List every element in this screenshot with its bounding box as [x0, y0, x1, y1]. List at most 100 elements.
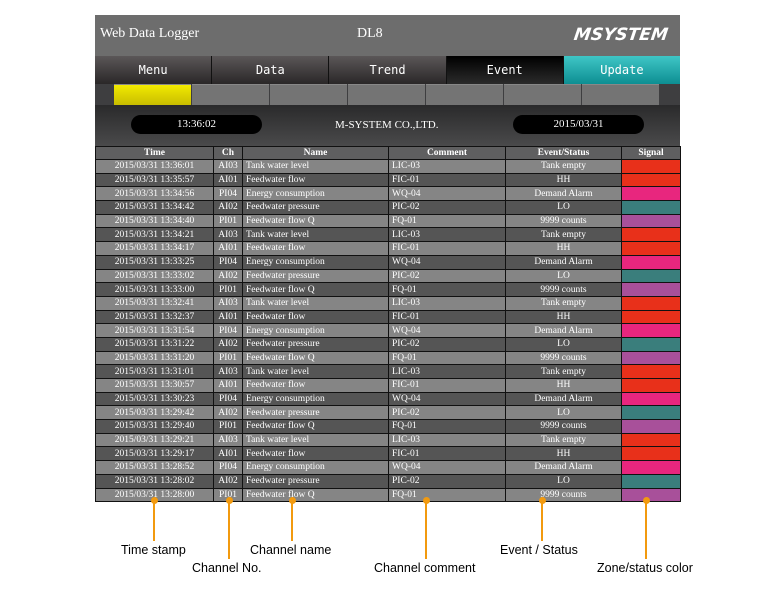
signal-color-cell — [621, 378, 681, 393]
time-cell: 2015/03/31 13:32:37 — [95, 309, 214, 325]
update-button[interactable]: Update — [563, 56, 681, 84]
table-row[interactable]: 2015/03/31 13:28:02 AI02 Feedwater pressur… — [95, 473, 681, 489]
table-row[interactable]: 2015/03/31 13:31:22 AI02 Feedwater pressur… — [95, 336, 681, 352]
time-cell: 2015/03/31 13:29:17 — [95, 446, 214, 462]
time-cell: 2015/03/31 13:32:41 — [95, 295, 214, 311]
time-cell: 2015/03/31 13:33:00 — [95, 282, 214, 297]
sub-tab-2[interactable] — [192, 84, 269, 105]
header-event-status[interactable]: Event/Status — [505, 146, 622, 160]
sub-tab-1[interactable] — [114, 84, 191, 105]
signal-color-cell — [621, 213, 681, 229]
header-time[interactable]: Time — [95, 146, 214, 160]
time-cell: 2015/03/31 13:31:54 — [95, 323, 214, 338]
header-signal[interactable]: Signal — [621, 146, 681, 160]
nav-menu-button[interactable]: Menu — [95, 56, 213, 84]
time-cell: 2015/03/31 13:33:25 — [95, 254, 214, 270]
table-row[interactable]: 2015/03/31 13:34:42 AI02 Feedwater pressur… — [95, 200, 681, 215]
table-row[interactable]: 2015/03/31 13:30:23 PI04 Energy consumptio… — [95, 391, 681, 407]
table-row[interactable]: 2015/03/31 13:35:57 AI01 Feedwater flow FIC… — [95, 172, 681, 188]
sub-tab-6[interactable] — [504, 84, 581, 105]
comment-cell: FQ-01 — [388, 487, 506, 503]
sub-tab-3[interactable] — [270, 84, 347, 105]
time-cell: 2015/03/31 13:34:40 — [95, 213, 214, 229]
comment-cell: FIC-01 — [388, 241, 506, 256]
nav-trend-button[interactable]: Trend — [329, 56, 447, 84]
table-row[interactable]: 2015/03/31 13:30:57 AI01 Feedwater flow FIC… — [95, 378, 681, 393]
sub-tab-5[interactable] — [426, 84, 503, 105]
sub-tab-4[interactable] — [348, 84, 425, 105]
event-status-cell: Demand Alarm — [505, 186, 622, 202]
nav-data-button[interactable]: Data — [212, 56, 330, 84]
event-status-cell: HH — [505, 241, 622, 256]
table-row[interactable]: 2015/03/31 13:34:17 AI01 Feedwater flow FIC… — [95, 241, 681, 256]
comment-cell: FQ-01 — [388, 282, 506, 297]
comment-cell: LIC-03 — [388, 432, 506, 448]
time-cell: 2015/03/31 13:29:21 — [95, 432, 214, 448]
name-cell: Tank water level — [242, 364, 389, 379]
name-cell: Energy consumption — [242, 323, 389, 338]
table-row[interactable]: 2015/03/31 13:29:42 AI02 Feedwater pressur… — [95, 405, 681, 421]
event-status-cell: LO — [505, 268, 622, 284]
comment-cell: LIC-03 — [388, 295, 506, 311]
time-cell: 2015/03/31 13:31:20 — [95, 350, 214, 366]
channel-cell: AI02 — [213, 473, 243, 489]
table-row[interactable]: 2015/03/31 13:33:02 AI02 Feedwater pressur… — [95, 268, 681, 284]
table-row[interactable]: 2015/03/31 13:29:21 AI03 Tank water level L… — [95, 432, 681, 448]
table-row[interactable]: 2015/03/31 13:32:41 AI03 Tank water level L… — [95, 295, 681, 311]
sub-tab-7[interactable] — [582, 84, 659, 105]
table-row[interactable]: 2015/03/31 13:34:56 PI04 Energy consumptio… — [95, 186, 681, 202]
time-cell: 2015/03/31 13:28:52 — [95, 460, 214, 475]
callout-line — [645, 500, 647, 559]
signal-color-cell — [621, 295, 681, 311]
table-row[interactable]: 2015/03/31 13:36:01 AI03 Tank water level L… — [95, 159, 681, 174]
name-cell: Feedwater flow Q — [242, 419, 389, 434]
header-name[interactable]: Name — [242, 146, 389, 160]
table-row[interactable]: 2015/03/31 13:31:01 AI03 Tank water level L… — [95, 364, 681, 379]
signal-color-cell — [621, 350, 681, 366]
callout-line — [541, 500, 543, 541]
table-row[interactable]: 2015/03/31 13:29:17 AI01 Feedwater flow FIC… — [95, 446, 681, 462]
channel-cell: AI01 — [213, 309, 243, 325]
table-row[interactable]: 2015/03/31 13:32:37 AI01 Feedwater flow FIC… — [95, 309, 681, 325]
signal-color-cell — [621, 419, 681, 434]
name-cell: Energy consumption — [242, 391, 389, 407]
table-row[interactable]: 2015/03/31 13:31:54 PI04 Energy consumptio… — [95, 323, 681, 338]
signal-color-cell — [621, 487, 681, 503]
web-data-logger-screen: Web Data Logger DL8 MSYSTEM Menu Data Tr… — [95, 15, 681, 503]
event-status-cell: HH — [505, 378, 622, 393]
event-status-cell: Tank empty — [505, 159, 622, 174]
comment-cell: FIC-01 — [388, 446, 506, 462]
comment-cell: FIC-01 — [388, 378, 506, 393]
table-row[interactable]: 2015/03/31 13:33:25 PI04 Energy consumptio… — [95, 254, 681, 270]
signal-color-cell — [621, 405, 681, 421]
event-status-cell: Tank empty — [505, 227, 622, 243]
signal-color-cell — [621, 254, 681, 270]
name-cell: Tank water level — [242, 159, 389, 174]
table-row[interactable]: 2015/03/31 13:28:52 PI04 Energy consumptio… — [95, 460, 681, 475]
table-row[interactable]: 2015/03/31 13:34:21 AI03 Tank water level L… — [95, 227, 681, 243]
model-name: DL8 — [357, 26, 383, 41]
event-status-cell: Demand Alarm — [505, 323, 622, 338]
event-table: Time Ch Name Comment Event/Status Signal… — [95, 146, 681, 503]
name-cell: Energy consumption — [242, 186, 389, 202]
channel-cell: AI02 — [213, 405, 243, 421]
header-ch[interactable]: Ch — [213, 146, 243, 160]
comment-cell: PIC-02 — [388, 336, 506, 352]
signal-color-cell — [621, 336, 681, 352]
signal-color-cell — [621, 159, 681, 174]
nav-event-button[interactable]: Event — [446, 56, 564, 84]
header-comment[interactable]: Comment — [388, 146, 506, 160]
event-status-cell: LO — [505, 405, 622, 421]
signal-color-cell — [621, 323, 681, 338]
name-cell: Feedwater pressure — [242, 268, 389, 284]
name-cell: Feedwater flow Q — [242, 213, 389, 229]
event-status-cell: LO — [505, 200, 622, 215]
event-status-cell: 9999 counts — [505, 350, 622, 366]
comment-cell: WQ-04 — [388, 460, 506, 475]
channel-cell: AI03 — [213, 432, 243, 448]
